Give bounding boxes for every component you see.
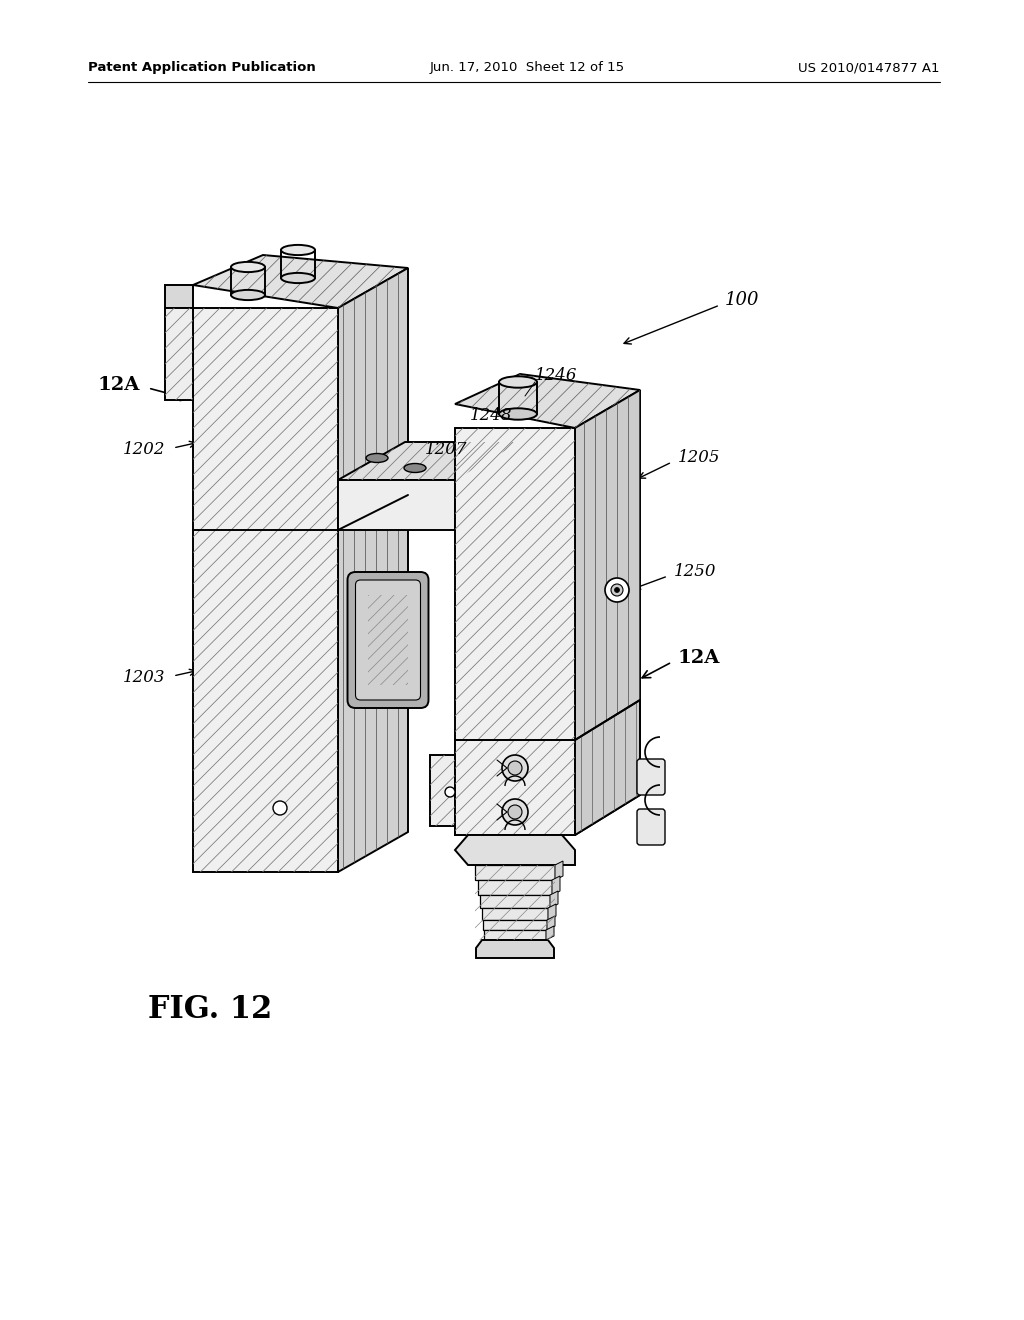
Ellipse shape: [366, 454, 388, 462]
Text: 1246: 1246: [535, 367, 578, 384]
Polygon shape: [547, 916, 555, 931]
Circle shape: [508, 805, 522, 818]
Text: 1250: 1250: [674, 564, 717, 581]
Polygon shape: [476, 940, 554, 958]
Circle shape: [508, 762, 522, 775]
Polygon shape: [575, 700, 640, 836]
Circle shape: [273, 801, 287, 814]
Polygon shape: [165, 285, 193, 308]
Ellipse shape: [231, 261, 265, 272]
Polygon shape: [546, 927, 554, 940]
Text: Patent Application Publication: Patent Application Publication: [88, 62, 315, 74]
Ellipse shape: [281, 273, 315, 282]
Circle shape: [502, 799, 528, 825]
Polygon shape: [193, 308, 338, 873]
Text: 1205: 1205: [678, 450, 721, 466]
Polygon shape: [550, 891, 558, 908]
Text: US 2010/0147877 A1: US 2010/0147877 A1: [799, 62, 940, 74]
FancyBboxPatch shape: [347, 572, 428, 708]
Polygon shape: [548, 904, 556, 920]
Polygon shape: [480, 895, 550, 908]
Ellipse shape: [499, 408, 537, 420]
Polygon shape: [193, 255, 408, 308]
FancyBboxPatch shape: [355, 579, 421, 700]
Polygon shape: [338, 268, 408, 873]
Circle shape: [502, 755, 528, 781]
Circle shape: [605, 578, 629, 602]
Polygon shape: [552, 876, 560, 895]
Polygon shape: [478, 880, 552, 895]
Ellipse shape: [499, 376, 537, 388]
Polygon shape: [430, 755, 455, 826]
Polygon shape: [484, 931, 546, 940]
Ellipse shape: [231, 290, 265, 300]
Text: 1203: 1203: [123, 669, 165, 686]
Circle shape: [445, 787, 455, 797]
Circle shape: [611, 583, 623, 597]
Polygon shape: [455, 442, 520, 531]
Polygon shape: [475, 865, 555, 880]
Polygon shape: [482, 908, 548, 920]
Text: 12A: 12A: [97, 376, 140, 393]
Polygon shape: [455, 374, 640, 428]
Polygon shape: [455, 428, 575, 836]
Polygon shape: [555, 861, 563, 880]
Text: 100: 100: [725, 290, 760, 309]
Text: Jun. 17, 2010  Sheet 12 of 15: Jun. 17, 2010 Sheet 12 of 15: [430, 62, 625, 74]
Polygon shape: [455, 836, 575, 865]
Text: 12A: 12A: [678, 649, 720, 667]
Polygon shape: [455, 741, 575, 836]
Polygon shape: [483, 920, 547, 931]
Text: 1207: 1207: [425, 441, 468, 458]
Text: 1202: 1202: [123, 441, 165, 458]
Polygon shape: [165, 308, 193, 400]
Polygon shape: [575, 389, 640, 836]
FancyBboxPatch shape: [637, 759, 665, 795]
Ellipse shape: [281, 246, 315, 255]
Circle shape: [614, 587, 620, 593]
Polygon shape: [338, 480, 455, 531]
Polygon shape: [338, 442, 520, 480]
Ellipse shape: [404, 463, 426, 473]
FancyBboxPatch shape: [637, 809, 665, 845]
Text: 1248: 1248: [470, 407, 512, 424]
Text: FIG. 12: FIG. 12: [148, 994, 272, 1026]
